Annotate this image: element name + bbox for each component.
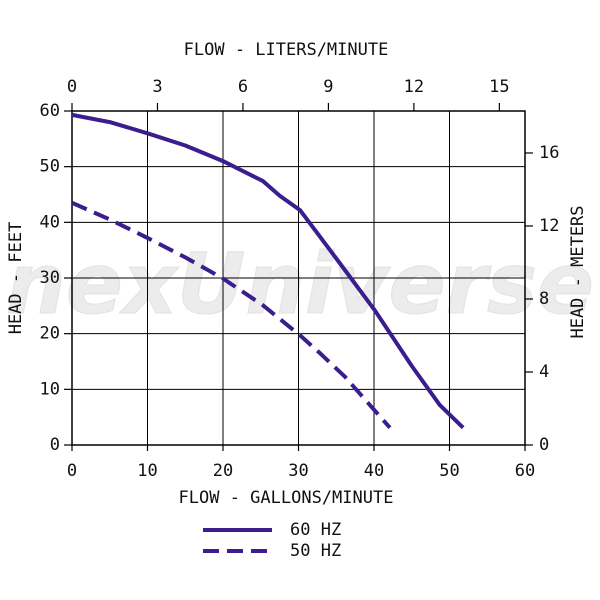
y-tick-label: 0	[50, 435, 60, 455]
x-tick-label: 50	[439, 461, 459, 481]
series-line	[71, 200, 392, 430]
y2-axis-title: HEAD - METERS	[568, 205, 588, 338]
x-tick-label: 20	[213, 461, 233, 481]
y-tick-label: 30	[40, 268, 60, 288]
x-tick-label: 30	[288, 461, 308, 481]
y2-tick-label: 12	[539, 216, 559, 236]
x2-tick-label: 3	[152, 77, 162, 97]
legend-label: 60 HZ	[290, 520, 341, 540]
y-tick-label: 50	[40, 157, 60, 177]
x2-tick-label: 15	[489, 77, 509, 97]
x2-tick-label: 9	[323, 77, 333, 97]
x-tick-label: 40	[364, 461, 384, 481]
x2-tick-label: 12	[404, 77, 424, 97]
x-axis-title: FLOW - GALLONS/MINUTE	[179, 488, 394, 508]
x-tick-label: 10	[137, 461, 157, 481]
y-tick-label: 20	[40, 324, 60, 344]
x2-axis-title: FLOW - LITERS/MINUTE	[184, 40, 389, 60]
y2-tick-label: 0	[539, 435, 549, 455]
series-line	[71, 112, 465, 430]
x2-tick-label: 0	[67, 77, 77, 97]
y2-tick-label: 16	[539, 143, 559, 163]
y-tick-label: 10	[40, 379, 60, 399]
x-tick-label: 0	[67, 461, 77, 481]
legend-label: 50 HZ	[290, 541, 341, 561]
y-tick-label: 40	[40, 212, 60, 232]
y-axis-title: HEAD - FEET	[6, 222, 26, 335]
y2-tick-label: 8	[539, 289, 549, 309]
x-tick-label: 60	[515, 461, 535, 481]
watermark: nexUniverse	[6, 235, 594, 333]
x2-tick-label: 6	[238, 77, 248, 97]
y2-tick-label: 4	[539, 362, 549, 382]
y-tick-label: 60	[40, 101, 60, 121]
